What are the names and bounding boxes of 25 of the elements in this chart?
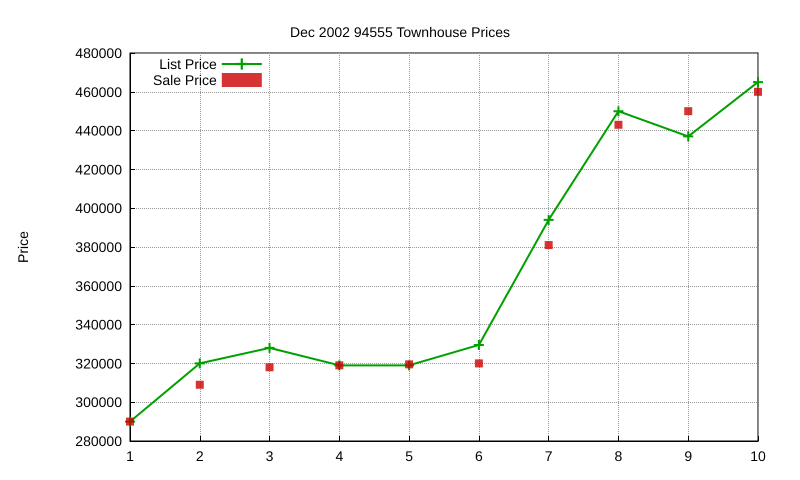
x-tick-label: 6: [474, 448, 483, 464]
chart-title: Dec 2002 94555 Townhouse Prices: [290, 24, 510, 40]
legend-label: Sale Price: [152, 72, 218, 88]
x-tick-label: 5: [405, 448, 414, 464]
y-tick-label: 300000: [75, 394, 122, 410]
x-tick-label: 4: [335, 448, 344, 464]
y-axis-title: Price: [15, 230, 31, 263]
x-tick-label: 9: [684, 448, 692, 464]
y-tick-label: 460000: [75, 84, 122, 100]
y-tick-label: 320000: [75, 355, 122, 372]
x-tick-label: 7: [544, 448, 553, 464]
legend-label: List Price: [159, 56, 218, 72]
x-tick-label: 3: [266, 448, 274, 464]
y-tick-label: 280000: [75, 433, 122, 449]
x-tick-label: 1: [126, 448, 134, 464]
y-tick-label: 480000: [75, 45, 122, 61]
x-tick-label: 8: [614, 448, 623, 464]
y-tick-label: 380000: [75, 239, 122, 255]
y-tick-label: 340000: [75, 316, 122, 333]
x-tick-label: 2: [196, 448, 204, 464]
y-tick-label: 360000: [75, 278, 122, 294]
y-tick-label: 440000: [75, 122, 122, 139]
y-tick-label: 400000: [75, 200, 122, 216]
x-tick-label: 10: [750, 448, 766, 464]
y-tick-label: 420000: [75, 161, 122, 178]
